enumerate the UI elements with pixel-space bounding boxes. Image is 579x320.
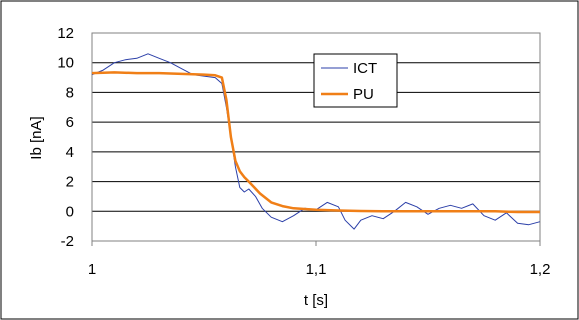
x-tick-label: 1 <box>88 261 96 278</box>
y-tick-label: 2 <box>66 174 74 191</box>
legend-label-ict: ICT <box>353 60 377 77</box>
legend-label-pu: PU <box>353 86 374 103</box>
y-axis-label: Ib [nA] <box>28 116 45 159</box>
y-tick-label: 4 <box>66 144 74 161</box>
legend-box <box>313 53 398 108</box>
x-tick-label: 1,1 <box>306 261 327 278</box>
y-tick-label: 10 <box>57 55 74 72</box>
y-tick-label: 12 <box>57 25 74 42</box>
y-tick-label: -2 <box>61 233 74 250</box>
y-tick-label: 6 <box>66 114 74 131</box>
series-line-pu <box>91 71 540 214</box>
x-axis-ticks: 1 1,1 1,2 <box>88 241 551 278</box>
x-tick-label: 1,2 <box>530 261 551 278</box>
y-tick-label: 8 <box>66 84 74 101</box>
series-group <box>91 53 541 230</box>
series-line-ict <box>91 53 541 230</box>
x-axis-label: t [s] <box>304 292 328 309</box>
y-axis-ticks: -2 0 2 4 6 8 10 12 <box>57 25 74 250</box>
legend: ICT PU <box>313 53 398 108</box>
y-tick-label: 0 <box>66 203 74 220</box>
